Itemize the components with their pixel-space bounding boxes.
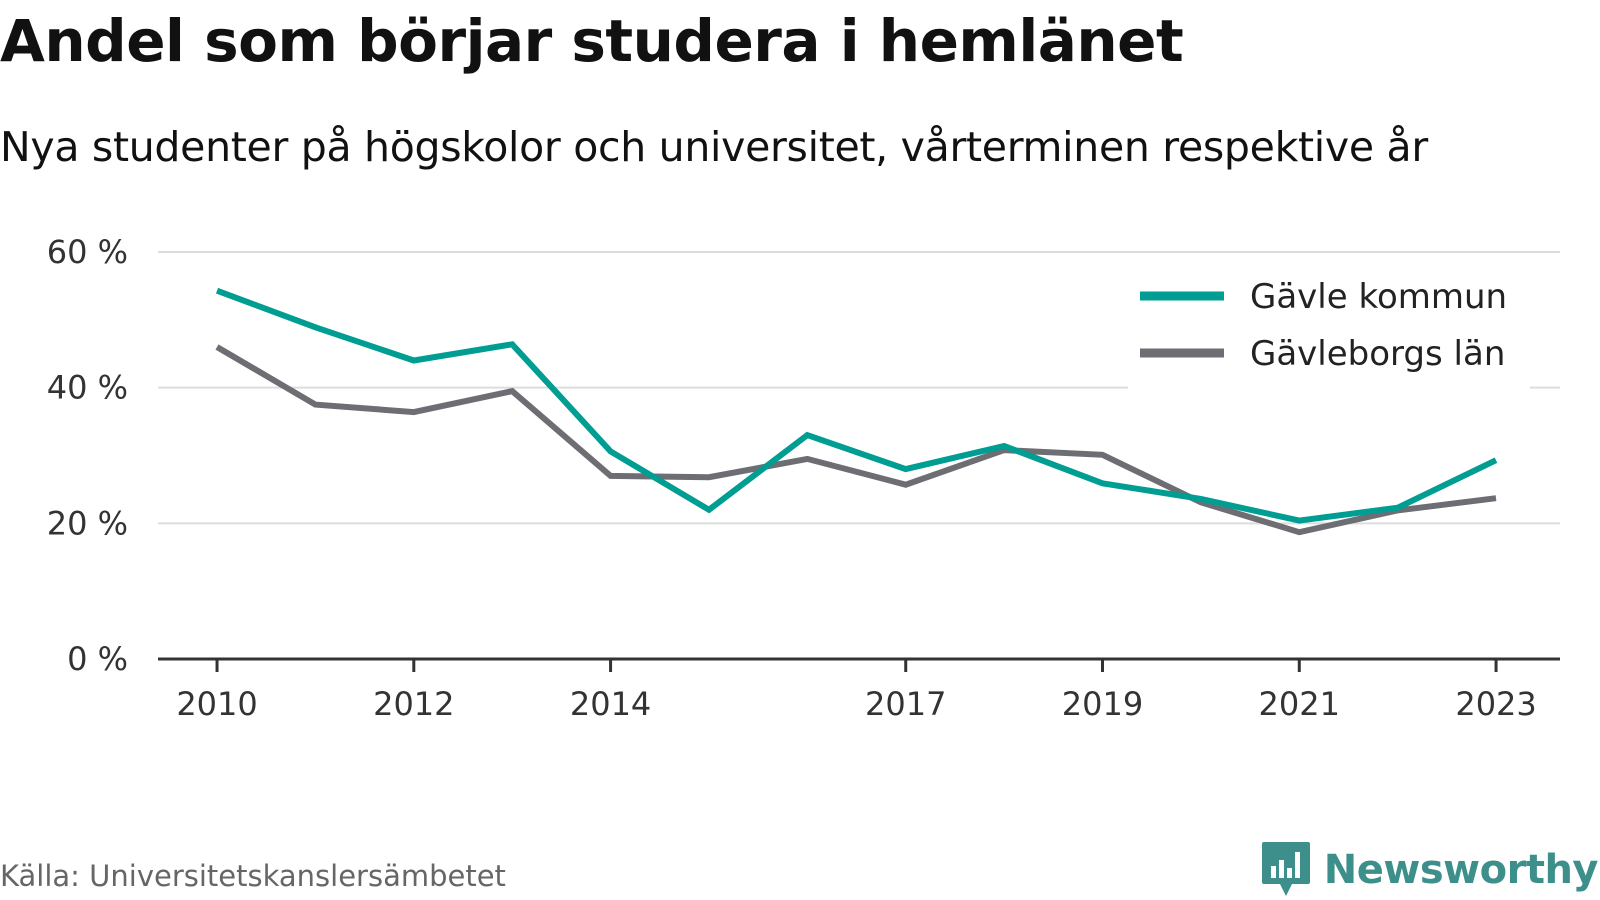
- source-note: Källa: Universitetskanslersämbetet: [0, 859, 506, 893]
- y-tick-label: 60 %: [47, 233, 128, 271]
- chart-subtitle: Nya studenter på högskolor och universit…: [0, 123, 1428, 171]
- series-line-1: [215, 344, 1497, 536]
- y-tick-label: 20 %: [47, 504, 128, 542]
- x-tick-label: 2010: [176, 685, 257, 723]
- brand-logo: Newsworthy: [1260, 840, 1599, 900]
- brand-name: Newsworthy: [1323, 847, 1599, 893]
- x-axis: 2010 2012 2014 2017 2019 2021 2023: [158, 657, 1560, 723]
- x-tick-label: 2019: [1062, 685, 1143, 723]
- legend: Gävle kommun Gävleborgs län: [1128, 268, 1530, 390]
- legend-background: [1128, 268, 1530, 390]
- legend-label: Gävleborgs län: [1250, 334, 1505, 374]
- legend-label: Gävle kommun: [1250, 277, 1507, 317]
- y-tick-label: 0 %: [67, 640, 128, 678]
- chart-title: Andel som börjar studera i hemlänet: [0, 7, 1184, 75]
- x-tick-label: 2012: [373, 685, 454, 723]
- x-tick-label: 2021: [1259, 685, 1340, 723]
- y-axis-ticks: 0 % 20 % 40 % 60 %: [47, 233, 128, 678]
- series-lines: [215, 287, 1498, 536]
- bar-chart-speech-bubble-icon: [1261, 842, 1310, 896]
- x-tick-label: 2014: [570, 685, 651, 723]
- x-tick-label: 2023: [1455, 685, 1536, 723]
- x-tick-label: 2017: [865, 685, 946, 723]
- y-tick-label: 40 %: [47, 369, 128, 407]
- series-line-0: [215, 287, 1498, 524]
